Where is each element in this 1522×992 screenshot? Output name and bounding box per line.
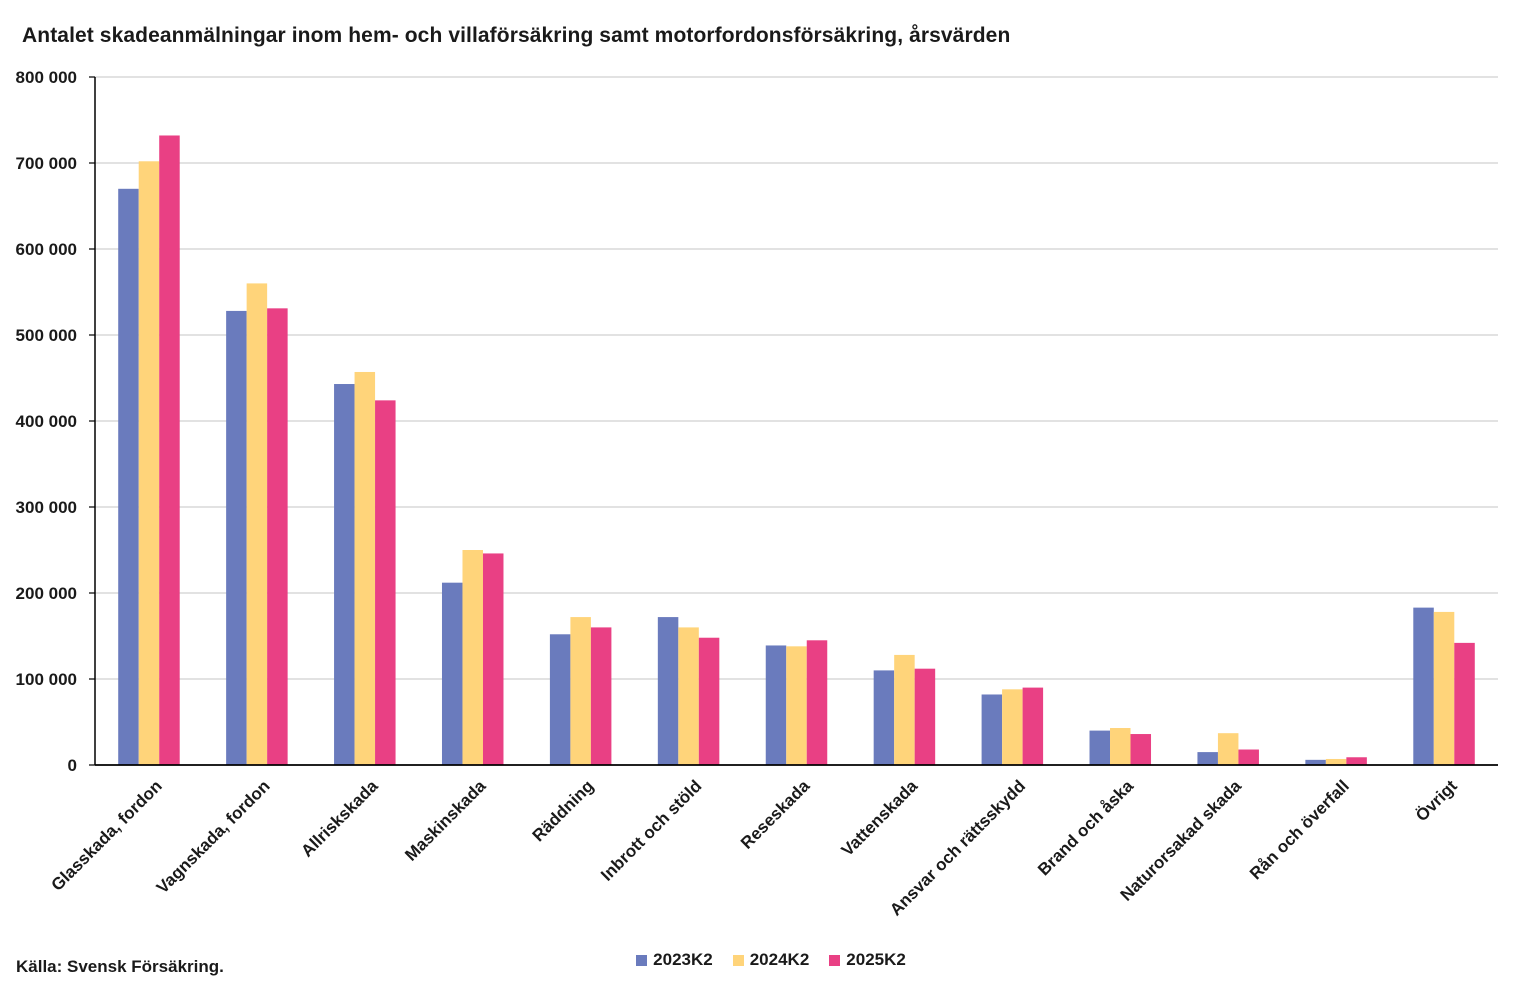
bar-2025k2	[590, 627, 612, 765]
bar-2023k2	[1413, 607, 1434, 765]
x-tick-label: Maskinskada	[401, 776, 490, 865]
legend-swatch-2024k2	[732, 954, 744, 966]
x-tick-label: Vattenskada	[838, 776, 922, 860]
bar-2023k2	[765, 645, 787, 765]
bar-2024k2	[1110, 728, 1131, 765]
bar-2025k2	[914, 668, 936, 765]
legend-label-2025k2: 2025K2	[846, 950, 906, 969]
bar-2024k2	[354, 371, 376, 765]
bar-2025k2	[159, 135, 180, 766]
bar-2023k2	[441, 582, 463, 765]
bar-2023k2	[1305, 759, 1326, 765]
x-tick-label: Inbrott och stöld	[597, 776, 705, 884]
x-tick-label: Allriskskada	[297, 776, 382, 861]
bar-2024k2	[1217, 733, 1239, 765]
bar-2025k2	[1454, 642, 1475, 765]
bar-2023k2	[873, 670, 895, 765]
bar-2024k2	[894, 654, 915, 765]
y-tick-label: 200 000	[16, 584, 77, 603]
source-note: Källa: Svensk Försäkring.	[16, 957, 224, 976]
bar-2025k2	[1022, 687, 1044, 765]
legend-item-2025k2: 2025K2	[829, 950, 906, 970]
legend-item-2024k2: 2024K2	[732, 950, 810, 970]
x-tick-label: Glasskada, fordon	[47, 776, 165, 894]
legend-swatch-2025k2	[829, 954, 841, 966]
bar-2024k2	[246, 283, 268, 765]
y-tick-label: 700 000	[16, 154, 77, 173]
legend-label-2024k2: 2024K2	[749, 950, 810, 969]
x-tick-label: Rån och överfall	[1246, 776, 1353, 883]
bar-2024k2	[1325, 758, 1347, 765]
bar-2024k2	[138, 161, 160, 765]
bar-2024k2	[1002, 689, 1023, 765]
x-tick-label: Reseskada	[737, 776, 814, 853]
y-tick-label: 100 000	[16, 670, 77, 689]
y-tick-label: 600 000	[16, 240, 77, 259]
bar-2023k2	[1197, 752, 1218, 765]
bar-2025k2	[267, 308, 288, 765]
legend-item-2023k2: 2023K2	[636, 950, 713, 970]
bar-2023k2	[226, 310, 247, 765]
bar-2023k2	[981, 694, 1003, 765]
bar-2024k2	[786, 646, 807, 765]
bar-2024k2	[462, 550, 483, 765]
legend-label-2023k2: 2023K2	[653, 950, 713, 969]
x-tick-label: Naturorsakad skada	[1117, 776, 1246, 905]
y-tick-label: 500 000	[16, 326, 77, 345]
bar-2025k2	[1238, 749, 1259, 765]
bar-2025k2	[806, 640, 828, 765]
x-tick-label: Brand och åska	[1034, 776, 1137, 879]
bar-2023k2	[1089, 730, 1111, 765]
bar-2023k2	[657, 617, 679, 765]
bar-2023k2	[334, 384, 355, 765]
bar-2025k2	[1346, 757, 1367, 765]
legend: 2023K2 2024K2 2025K2	[0, 950, 1522, 970]
bar-2025k2	[698, 637, 720, 765]
bar-2024k2	[1433, 611, 1455, 765]
bar-2025k2	[1130, 734, 1152, 765]
y-tick-label: 0	[68, 756, 77, 775]
x-tick-label: Övrigt	[1412, 776, 1461, 825]
y-tick-label: 800 000	[16, 68, 77, 87]
y-tick-label: 400 000	[16, 412, 77, 431]
y-tick-label: 300 000	[16, 498, 77, 517]
bar-2023k2	[549, 634, 571, 765]
x-tick-label: Vagnskada, fordon	[153, 776, 274, 897]
bar-2024k2	[678, 627, 699, 765]
legend-swatch-2023k2	[636, 954, 648, 966]
bar-2025k2	[482, 553, 504, 765]
bar-2025k2	[375, 400, 396, 765]
bar-2023k2	[118, 188, 139, 766]
bar-2024k2	[570, 617, 591, 765]
chart-title: Antalet skadeanmälningar inom hem- och v…	[22, 24, 1011, 47]
x-tick-label: Räddning	[529, 776, 598, 845]
